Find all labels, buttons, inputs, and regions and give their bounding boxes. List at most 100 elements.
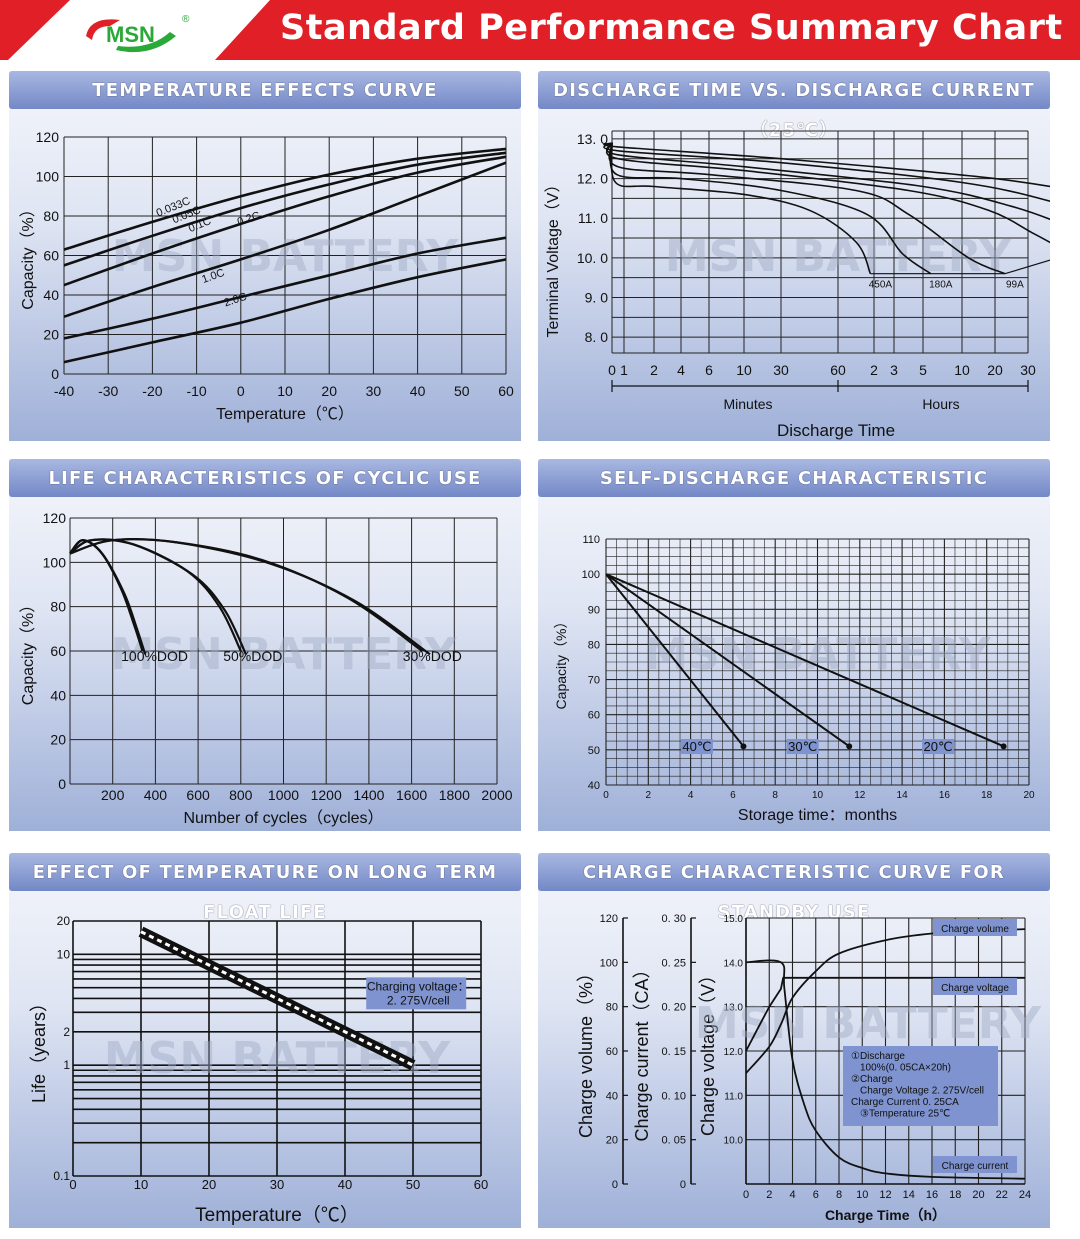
cyclic-chart: 200 400 600 800 1000 1200 1400 1600 1800 2000 0 20 4…: [19, 510, 513, 827]
y-tick-label: 13.0: [724, 1003, 744, 1014]
x-tick-label: 2000: [481, 787, 512, 803]
y-axis-label: Charge voltage（V）: [698, 966, 718, 1136]
series-line: [63, 155, 507, 287]
series-line: [605, 573, 850, 748]
header-left-stripe: [0, 0, 70, 60]
y-tick-label: 0. 25: [662, 957, 686, 969]
end-voltage-guide: [870, 259, 1050, 275]
x-tick-label: 20: [987, 362, 1003, 378]
y-tick-label: 12. 0: [577, 171, 608, 187]
x-tick-label: 50: [406, 1177, 420, 1192]
series-label: 30℃: [788, 739, 817, 754]
y-tick-label: 100: [36, 169, 60, 185]
y-tick-label: 9. 0: [585, 290, 609, 306]
series-line: [608, 142, 1006, 275]
x-tick-label: 20: [321, 383, 337, 399]
watermark: MSN BATTERY: [695, 998, 1042, 1049]
y-tick-label: 60: [43, 248, 59, 264]
y-tick-label: 12.0: [724, 1047, 744, 1058]
y-axis-label: Charge volume（%）: [576, 964, 596, 1138]
x-tick-label: 60: [830, 362, 846, 378]
x-tick-label: 40: [338, 1177, 352, 1192]
note-line: 100%(0. 05CA×20h): [860, 1063, 951, 1074]
x-tick-label: 0: [603, 790, 609, 801]
series-line: [610, 142, 872, 275]
legend-label: Charge current: [942, 1161, 1009, 1172]
x-tick-label: -10: [186, 383, 206, 399]
x-tick-label: 0: [237, 383, 245, 399]
x-tick-label: 600: [186, 787, 210, 803]
float-life-chart: 0 10 20 30 40 50 60 0.1 1 2 10 20 Temperature（℃） Life…: [29, 914, 488, 1226]
x-tick-label: 20: [1023, 790, 1035, 801]
y-tick-label: 8. 0: [585, 329, 609, 345]
x-tick-label: 400: [144, 787, 168, 803]
x-tick-label: 8: [836, 1189, 842, 1201]
y-tick-label: 10. 0: [577, 250, 608, 266]
x-tick-label: 16: [939, 790, 951, 801]
y-tick-label: 2: [63, 1025, 70, 1039]
x-tick-label: 10: [736, 362, 752, 378]
x-tick-label: 8: [772, 790, 778, 801]
x-tick-label: 14: [897, 790, 909, 801]
x-tick-label: 12: [879, 1189, 891, 1201]
x-tick-label: 6: [813, 1189, 819, 1201]
registered-mark: ®: [182, 14, 190, 25]
y-tick-label: 0.1: [53, 1169, 70, 1183]
logo-text: MSN: [106, 22, 155, 47]
series-end-point: [1000, 743, 1007, 750]
x-tick-label: 1200: [311, 787, 342, 803]
y-tick-label: 11. 0: [578, 210, 608, 226]
series-label-bg: [922, 739, 955, 755]
x-tick-label: 18: [949, 1189, 961, 1201]
y-tick-label: 50: [588, 745, 600, 757]
x-tick-label: 30: [366, 383, 382, 399]
panel-title: CHARGE CHARACTERISTIC CURVE FOR STANDBY …: [538, 853, 1050, 923]
y-tick-label: 40: [588, 780, 600, 792]
series-band-edge: [69, 538, 247, 655]
x-tick-label: 22: [996, 1189, 1008, 1201]
y-tick-label: 0. 05: [662, 1135, 686, 1147]
y-tick-label: 60: [588, 710, 600, 722]
y-tick-label: 60: [50, 643, 66, 659]
header-title-bar: [215, 0, 1080, 60]
y-tick-label: 120: [36, 129, 60, 145]
x-tick-label: 5: [919, 362, 927, 378]
y-tick-label: 80: [50, 599, 66, 615]
series-line: [63, 161, 507, 318]
legend-box: [933, 919, 1017, 936]
series-label: 2.0C: [223, 291, 249, 310]
series-line: [605, 573, 1005, 748]
note-line: Charge Voltage 2. 275V/cell: [860, 1086, 984, 1097]
x-tick-label: 2: [650, 362, 658, 378]
series-band-edge: [69, 539, 147, 655]
y-tick-label: 60: [606, 1046, 618, 1058]
y-tick-label: 80: [588, 639, 600, 651]
page-title: Standard Performance Summary Chart: [280, 8, 1063, 48]
msn-logo-icon: MSN ®: [86, 14, 190, 53]
y-tick-label: 20: [606, 1135, 618, 1147]
series-label: 100%DOD: [121, 648, 188, 664]
x-tick-label: 1600: [396, 787, 427, 803]
x-axis-label: Temperature（℃）: [216, 405, 354, 423]
panel-title: DISCHARGE TIME VS. DISCHARGE CURRENT（25℃…: [538, 71, 1050, 141]
series-label: 0.2C: [236, 210, 262, 229]
x-axis-label: Storage time：months: [738, 807, 897, 824]
y-tick-label: 0: [58, 776, 66, 792]
panel-title: TEMPERATURE EFFECTS CURVE: [9, 71, 521, 109]
y-tick-label: 100: [600, 957, 618, 969]
y-tick-label: 120: [43, 510, 67, 526]
x-tick-label: 6: [705, 362, 713, 378]
series-label-bg: [680, 739, 713, 755]
y-tick-label: 20: [50, 732, 66, 748]
y-axis-label: Capacity（%）: [19, 201, 37, 309]
series-line: [609, 142, 932, 275]
hours-label: Hours: [922, 396, 959, 412]
panel-title: LIFE CHARACTERISTICS OF CYCLIC USE: [9, 459, 521, 497]
y-tick-label: 80: [606, 1002, 618, 1014]
panel-cyclic: LIFE CHARACTERISTICS OF CYCLIC USE 20 0 40…: [9, 459, 521, 831]
panel-title: SELF-DISCHARGE CHARACTERISTIC: [538, 459, 1050, 497]
y-tick-label: 10.0: [724, 1136, 744, 1147]
x-tick-label: 60: [474, 1177, 488, 1192]
y-tick-label: 80: [43, 208, 59, 224]
y-tick-label: 14.0: [724, 958, 744, 969]
